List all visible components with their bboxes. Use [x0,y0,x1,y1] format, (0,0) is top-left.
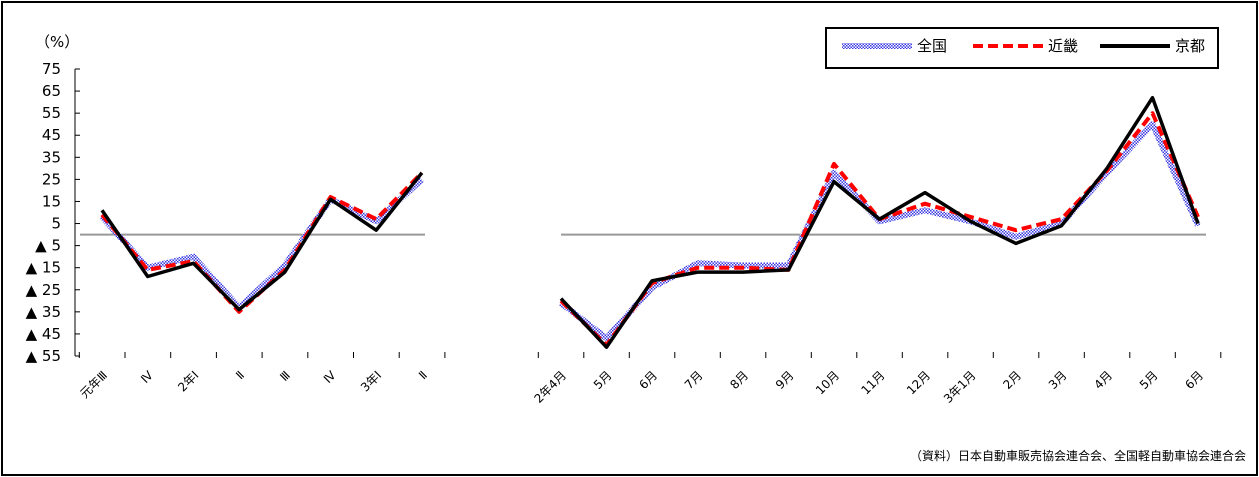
x-tick-label: Ⅱ [233,368,247,382]
legend-label: 京都 [1175,37,1205,55]
x-tick-label: 11月 [858,368,887,397]
x-tick-label: 8月 [727,368,751,392]
x-tick-label: 4月 [1091,368,1115,392]
x-tick-label: Ⅲ [277,368,293,384]
x-tick-label: 10月 [813,368,842,397]
source-note: （資料）日本自動車販売協会連合会、全国軽自動車協会連合会 [910,448,1246,463]
x-tick-label: Ⅳ [321,368,339,386]
legend-label: 全国 [917,37,947,55]
x-tick-label: 2年4月 [531,368,569,406]
series-line-dashed-panel-2 [559,111,1200,347]
x-tick-label: Ⅱ [416,368,430,382]
x-tick-label: 5月 [591,368,615,392]
x-tick-label: 7月 [682,368,706,392]
y-tick-label: ▲ 55 [26,347,61,365]
series-line-solid-panel-2 [559,95,1200,349]
y-unit-label: （%） [35,33,79,51]
x-tick-label: 3年Ⅰ [358,368,384,394]
y-tick-label: 25 [42,170,61,188]
series-line-hatched-panel-2 [559,121,1201,342]
x-tick-label: Ⅳ [138,368,156,386]
legend-label: 近畿 [1048,37,1078,55]
y-tick-label: ▲ 35 [26,303,61,321]
y-tick-label: 65 [42,82,61,100]
x-tick-label: 元年Ⅲ [77,368,110,401]
y-tick-label: ▲ 25 [26,281,61,299]
x-tick-label: 2年Ⅰ [175,368,201,394]
y-tick-label: 35 [42,148,61,166]
y-tick-label: 45 [42,126,61,144]
y-tick-label: 15 [42,192,61,210]
y-tick-label: 5 [51,215,61,233]
y-tick-label: ▲ 15 [26,259,61,277]
x-tick-label: 2月 [1000,368,1024,392]
x-tick-label: 5月 [1137,368,1161,392]
x-tick-label: 3年1月 [941,368,979,406]
x-tick-label: 3月 [1046,368,1070,392]
legend: 全国 近畿 京都 [825,27,1219,69]
y-tick-label: 75 [42,60,61,78]
x-tick-label: 6月 [636,368,660,392]
y-tick-label: ▲ 5 [35,237,61,255]
x-axis-labels: 元年Ⅲ Ⅳ 2年Ⅰ Ⅱ Ⅲ Ⅳ 3年Ⅰ Ⅱ 2年4月 5月 6月 7月 8月 9月 10月 11月 12月 3年1… [77,352,1222,406]
y-tick-label: ▲ 45 [26,325,61,343]
y-axis: 75 65 55 45 35 25 15 5 ▲ 5 ▲ 15 ▲ 25 ▲ 35 ▲ 45 ▲ 55 [26,60,80,365]
x-tick-label: 6月 [1182,368,1206,392]
y-tick-label: 55 [42,104,61,122]
series-lines [99,95,1201,349]
series-line-solid-panel-1 [100,171,424,312]
x-tick-label: 12月 [904,368,933,397]
x-tick-label: 9月 [773,368,797,392]
